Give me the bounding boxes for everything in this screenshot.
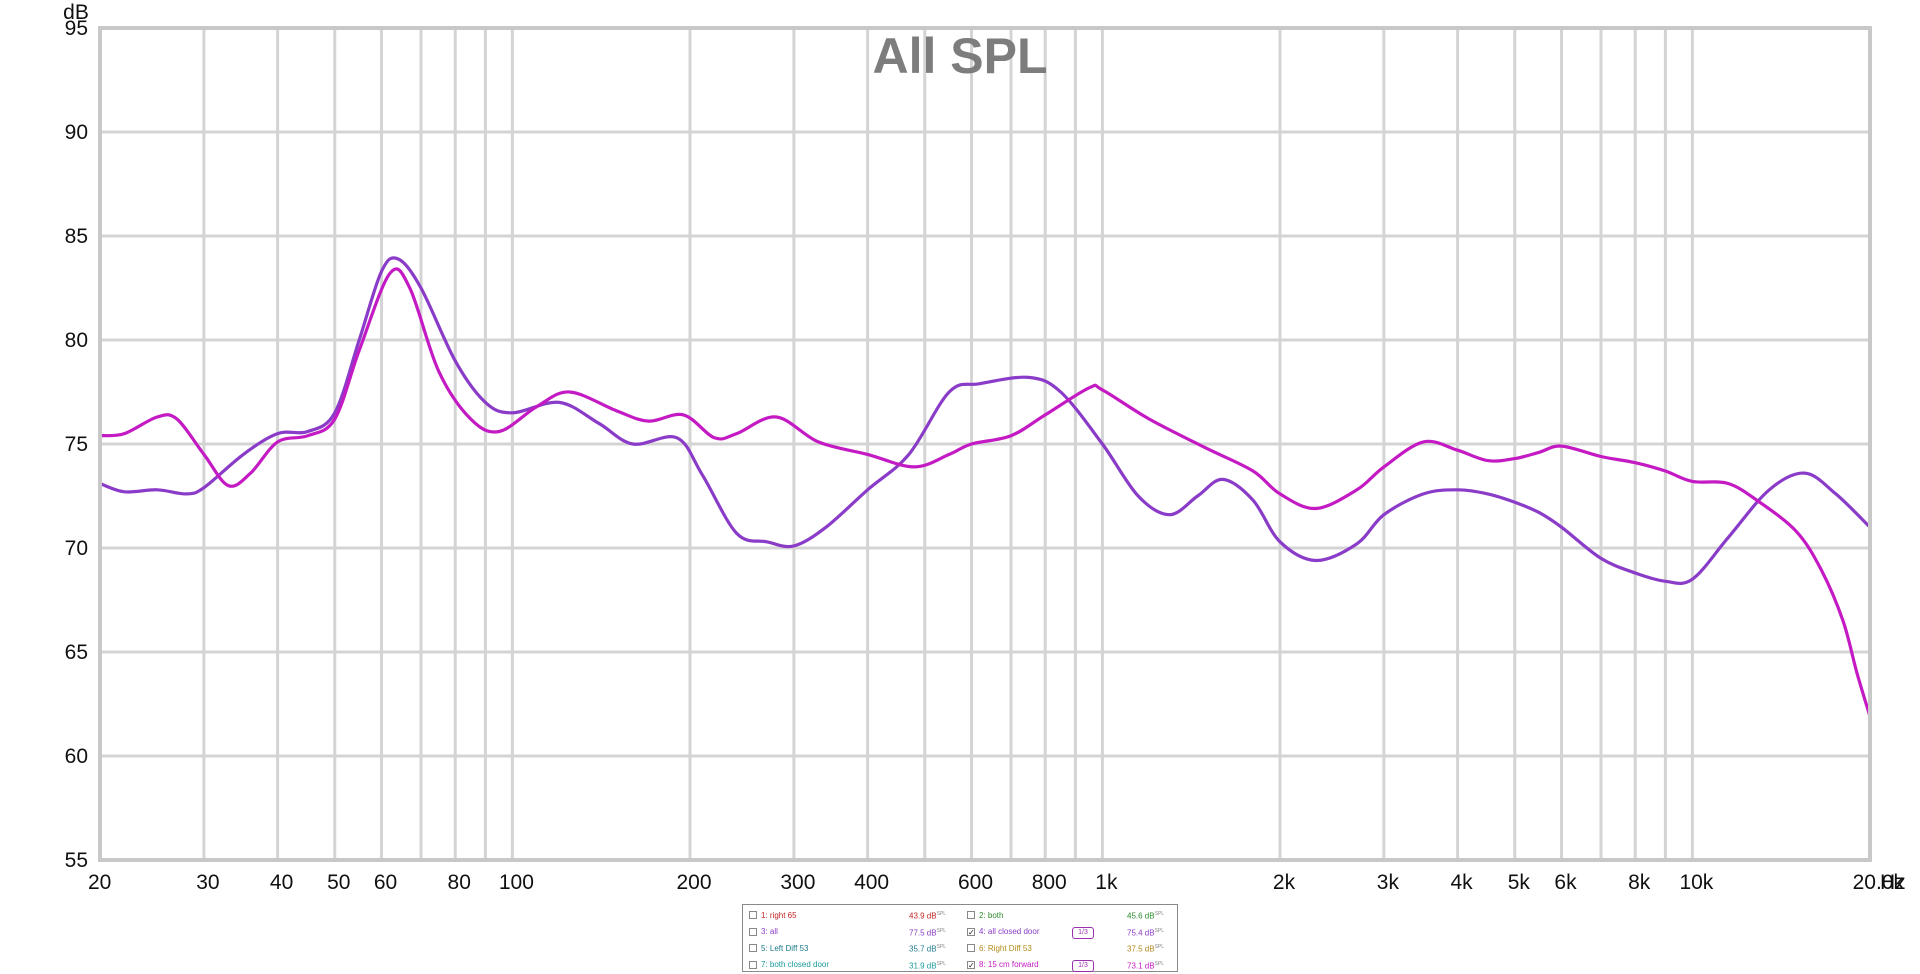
x-tick-label: 50	[327, 871, 350, 894]
x-tick-label: 600	[958, 871, 993, 894]
legend-value: 73.1 dBSPL	[1127, 960, 1165, 971]
x-tick-label: 20	[88, 871, 111, 894]
smoothing-badge[interactable]: 1/3	[1072, 959, 1094, 972]
legend-label: 5: Left Diff 53	[761, 943, 809, 953]
legend-label: 3: all	[761, 927, 778, 936]
legend-value: 77.5 dBSPL	[909, 927, 947, 938]
legend-entry[interactable]: ✓ 8: 15 cm forward	[967, 957, 1039, 973]
y-axis-ticks: 55 60 65 70 75 80 85 90 95	[65, 17, 88, 872]
y-tick-label: 75	[65, 433, 88, 456]
legend-checkbox[interactable]	[749, 944, 757, 952]
y-tick-label: 80	[65, 329, 88, 352]
x-tick-label: 40	[270, 871, 293, 894]
x-tick-label: 4k	[1451, 871, 1474, 894]
grid	[98, 26, 1872, 862]
x-axis-unit: Hz	[1880, 871, 1906, 894]
legend-checkbox[interactable]	[967, 911, 975, 919]
legend-checkbox[interactable]: ✓	[967, 927, 975, 937]
legend-checkbox[interactable]	[749, 911, 757, 919]
x-tick-label: 300	[780, 871, 815, 894]
y-tick-label: 55	[65, 849, 88, 872]
y-axis-unit: dB	[63, 1, 89, 24]
x-tick-label: 100	[499, 871, 534, 894]
x-tick-label: 5k	[1508, 871, 1531, 894]
x-tick-label: 800	[1032, 871, 1067, 894]
y-tick-label: 70	[65, 537, 88, 560]
x-tick-label: 3k	[1377, 871, 1400, 894]
chart-title: All SPL	[872, 28, 1047, 84]
x-tick-label: 10k	[1679, 871, 1713, 894]
y-tick-label: 95	[65, 17, 88, 40]
legend-label: 7: both closed door	[761, 960, 830, 969]
legend-entry[interactable]: 3: all	[749, 924, 778, 940]
x-tick-label: 200	[676, 871, 711, 894]
y-tick-label: 90	[65, 121, 88, 144]
x-tick-label: 80	[448, 871, 471, 894]
series-line	[98, 256, 1872, 585]
x-tick-label: 6k	[1554, 871, 1577, 894]
legend-checkbox[interactable]	[967, 944, 975, 952]
legend-checkbox[interactable]	[749, 960, 757, 969]
legend-entry[interactable]: 5: Left Diff 53	[749, 940, 808, 956]
legend-entry[interactable]: ✓ 4: all closed door	[967, 924, 1039, 940]
legend-checkbox[interactable]: ✓	[967, 960, 975, 970]
legend-label: 4: all closed door	[979, 927, 1040, 936]
x-tick-label: 1k	[1095, 871, 1118, 894]
x-tick-label: 400	[854, 871, 889, 894]
y-tick-label: 60	[65, 745, 88, 768]
x-tick-label: 30	[196, 871, 219, 894]
legend-label: 8: 15 cm forward	[979, 960, 1039, 969]
legend-checkbox[interactable]	[749, 927, 757, 936]
legend-entry[interactable]: 7: both closed door	[749, 957, 829, 973]
y-tick-label: 65	[65, 641, 88, 664]
legend-value: 43.9 dBSPL	[909, 911, 947, 921]
legend-value: 37.5 dBSPL	[1127, 944, 1165, 954]
x-tick-label: 20.0k	[1853, 871, 1905, 894]
legend-value: 35.7 dBSPL	[909, 944, 947, 954]
legend-label: 6: Right Diff 53	[979, 943, 1032, 953]
plot-frame	[98, 26, 1872, 862]
legend-entry[interactable]: 6: Right Diff 53	[967, 940, 1032, 956]
x-tick-label: 8k	[1628, 871, 1651, 894]
measurement-legend: 1: right 65 43.9 dBSPL 2: both 45.6 dBSPL 3:…	[742, 904, 1178, 972]
legend-entry[interactable]: 1: right 65	[749, 907, 797, 923]
smoothing-badge[interactable]: 1/3	[1072, 926, 1094, 939]
legend-value: 45.6 dBSPL	[1127, 911, 1165, 921]
y-tick-label: 85	[65, 225, 88, 248]
series-group	[98, 256, 1872, 719]
x-tick-label: 2k	[1273, 871, 1296, 894]
series-line	[98, 267, 1872, 719]
x-axis-ticks: 20 30 40 50 60 80 100 200 300 400 600 800 1k 2k 3k 4k 5k…	[88, 871, 1904, 894]
legend-entry[interactable]: 2: both	[967, 907, 1003, 923]
legend-label: 2: both	[979, 910, 1004, 920]
legend-value: 75.4 dBSPL	[1127, 927, 1165, 938]
legend-label: 1: right 65	[761, 910, 797, 920]
legend-value: 31.9 dBSPL	[909, 960, 947, 971]
x-tick-label: 60	[374, 871, 397, 894]
